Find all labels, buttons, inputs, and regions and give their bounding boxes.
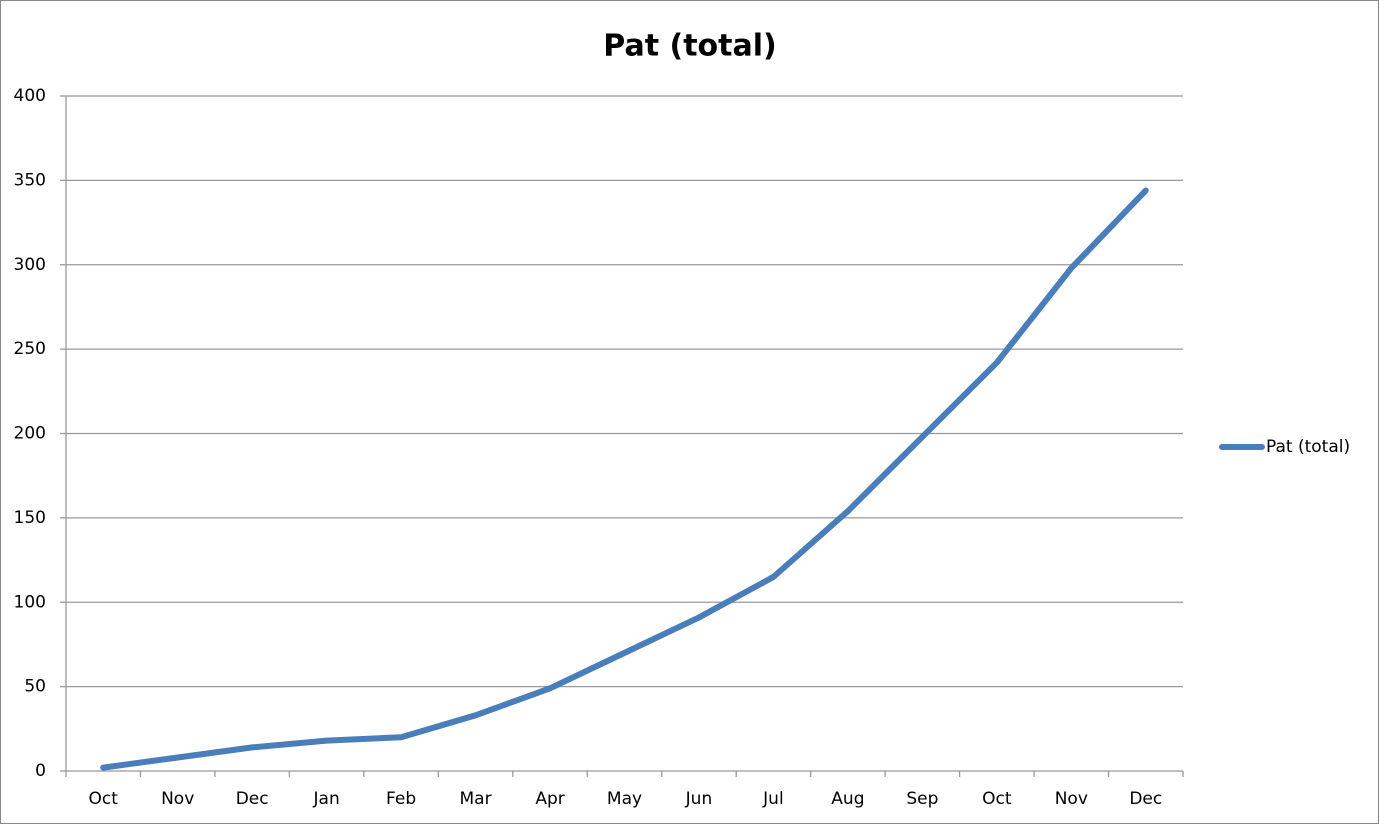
y-tick-label: 250 [14,339,46,359]
x-tick-label: Jun [685,789,713,809]
y-tick-label: 100 [14,592,46,612]
x-tick-label: Oct [982,789,1012,809]
x-tick-label: Jul [762,789,784,809]
x-tick-label: Apr [535,789,564,809]
x-tick-label: Dec [1129,789,1162,809]
chart-title: Pat (total) [603,29,776,64]
x-tick-label: Oct [89,789,119,809]
y-tick-label: 200 [14,424,46,444]
x-tick-label: Sep [906,789,938,809]
x-tick-label: Nov [161,789,194,809]
x-tick-label: Aug [831,789,864,809]
y-tick-label: 300 [14,255,46,275]
y-tick-label: 350 [14,170,46,190]
x-tick-label: Feb [386,789,416,809]
x-tick-label: Jan [313,789,340,809]
y-tick-label: 0 [35,761,46,781]
y-tick-label: 400 [14,86,46,106]
x-tick-label: May [607,789,642,809]
y-tick-label: 150 [14,508,46,528]
data-line [100,187,1149,771]
x-tick-label: Mar [460,789,492,809]
y-tick-label: 50 [24,677,46,697]
x-tick-label: Nov [1055,789,1088,809]
x-tick-label: Dec [236,789,269,809]
legend-label: Pat (total) [1266,437,1350,457]
